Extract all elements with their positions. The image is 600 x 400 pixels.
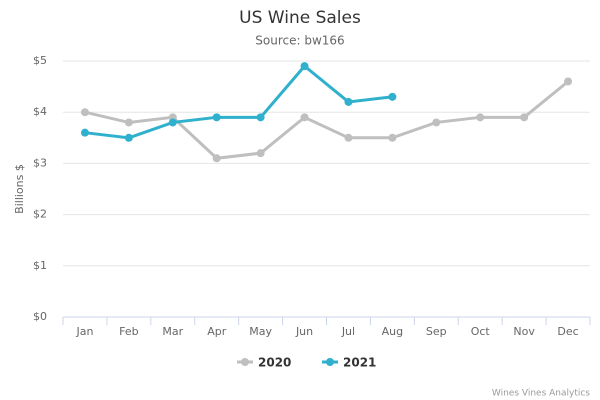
data-point: [344, 133, 353, 142]
x-tick-label: Oct: [471, 325, 491, 338]
x-tick-label: Aug: [382, 325, 403, 338]
chart-subtitle: Source: bw166: [255, 34, 344, 48]
x-tick-label: Nov: [513, 325, 535, 338]
data-point: [564, 77, 573, 86]
y-tick-label: $5: [33, 54, 47, 67]
data-point: [256, 149, 265, 158]
data-point: [80, 108, 89, 117]
data-point: [476, 113, 485, 122]
series-line: [84, 64, 393, 140]
y-tick-label: $3: [33, 156, 47, 169]
y-axis-label: Billions $: [13, 164, 26, 214]
data-point: [300, 62, 309, 71]
series-line: [84, 80, 569, 160]
data-point: [212, 113, 221, 122]
data-point: [124, 118, 133, 127]
data-point: [388, 92, 397, 101]
data-point: [256, 113, 265, 122]
y-tick-label: $2: [33, 208, 47, 221]
legend-marker: [326, 358, 334, 366]
x-tick-label: Mar: [162, 325, 183, 338]
legend-marker: [241, 358, 249, 366]
data-point: [520, 113, 529, 122]
y-tick-label: $4: [33, 105, 47, 118]
legend-label: 2021: [343, 356, 376, 370]
data-point: [344, 97, 353, 106]
data-point: [168, 118, 177, 127]
x-tick-label: Jan: [75, 325, 93, 338]
x-tick-label: May: [249, 325, 272, 338]
data-point: [80, 128, 89, 137]
chart-title: US Wine Sales: [239, 8, 361, 28]
data-point: [212, 154, 221, 163]
x-tick-label: Jul: [341, 325, 355, 338]
legend-label: 2020: [258, 356, 291, 370]
data-point: [432, 118, 441, 127]
data-point: [388, 133, 397, 142]
x-tick-label: Sep: [426, 325, 447, 338]
x-tick-label: Jun: [295, 325, 313, 338]
data-point: [124, 133, 133, 142]
x-tick-label: Apr: [207, 325, 227, 338]
x-tick-label: Feb: [119, 325, 138, 338]
y-tick-label: $1: [33, 259, 47, 272]
credit: Wines Vines Analytics: [492, 389, 590, 399]
y-tick-label: $0: [33, 310, 47, 323]
data-point: [300, 113, 309, 122]
x-tick-label: Dec: [557, 325, 578, 338]
